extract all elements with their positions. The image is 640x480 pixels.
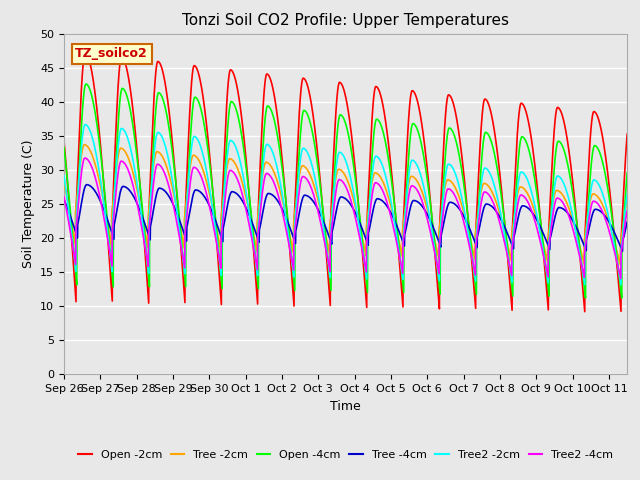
Legend: Open -2cm, Tree -2cm, Open -4cm, Tree -4cm, Tree2 -2cm, Tree2 -4cm: Open -2cm, Tree -2cm, Open -4cm, Tree -4… [74,445,617,464]
Title: Tonzi Soil CO2 Profile: Upper Temperatures: Tonzi Soil CO2 Profile: Upper Temperatur… [182,13,509,28]
Text: TZ_soilco2: TZ_soilco2 [76,48,148,60]
X-axis label: Time: Time [330,400,361,413]
Y-axis label: Soil Temperature (C): Soil Temperature (C) [22,140,35,268]
